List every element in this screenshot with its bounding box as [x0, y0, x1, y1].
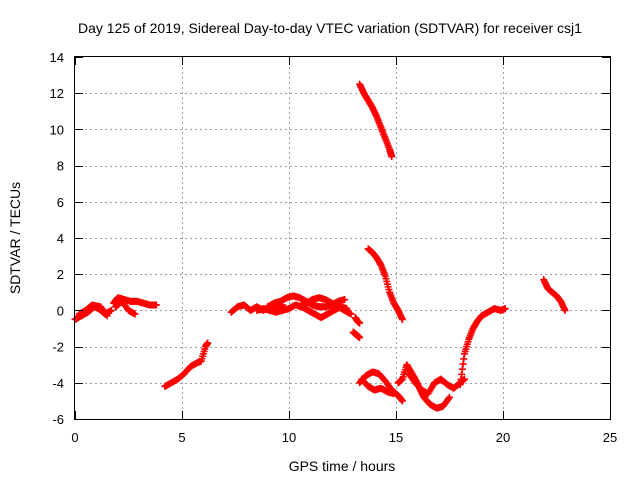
series-track-5 [161, 339, 212, 390]
data-point-marker [152, 301, 160, 309]
data-point-marker [131, 310, 139, 318]
y-tick-label: 10 [50, 122, 64, 137]
series-track-13 [364, 245, 406, 323]
y-axis-ticks: -6 -4 -2 0 2 4 6 8 10 12 14 [50, 50, 610, 427]
y-tick-label: -4 [52, 376, 64, 391]
x-axis-label: GPS time / hours [289, 458, 396, 474]
x-axis-ticks: 0 5 10 15 20 25 [71, 57, 617, 445]
plot-frame [74, 56, 611, 420]
data-point-marker [103, 312, 111, 320]
y-tick-label: -2 [52, 340, 64, 355]
x-tick-label: 0 [71, 430, 78, 445]
data-point-marker [388, 153, 396, 161]
y-tick-label: 6 [57, 195, 64, 210]
data-point-marker [444, 395, 452, 403]
series-track-2 [75, 301, 111, 320]
data-point-marker [398, 397, 406, 405]
data-point-marker [501, 305, 509, 313]
series-track-15 [358, 375, 398, 398]
data-point-marker [446, 393, 453, 401]
y-tick-label: 8 [57, 159, 64, 174]
series-track-12 [356, 80, 396, 161]
series-track-18 [456, 305, 509, 389]
data-point-marker [204, 339, 212, 347]
y-tick-label: 4 [57, 231, 64, 246]
y-tick-label: 12 [50, 86, 64, 101]
data-point-marker [107, 306, 115, 314]
series-track-4 [112, 297, 139, 318]
x-tick-label: 15 [389, 430, 403, 445]
series-track-9 [296, 294, 355, 318]
series-track-16 [394, 361, 453, 412]
data-point-marker [102, 310, 110, 318]
data-point-marker [356, 334, 364, 342]
x-tick-label: 20 [496, 430, 510, 445]
data-points [71, 80, 569, 412]
series-track-8 [253, 301, 351, 322]
grid-lines [75, 57, 610, 419]
data-point-marker [347, 310, 355, 318]
x-tick-label: 5 [178, 430, 185, 445]
series-track-11 [349, 328, 364, 342]
data-point-marker [561, 306, 569, 314]
series-track-3 [110, 294, 160, 309]
series-track-10 [351, 314, 364, 327]
data-point-marker [356, 319, 364, 327]
x-tick-label: 25 [603, 430, 617, 445]
data-point-marker [341, 296, 349, 304]
y-tick-label: 2 [57, 267, 64, 282]
data-point-marker [390, 390, 398, 398]
data-point-marker [398, 315, 406, 323]
chart-title: Day 125 of 2019, Sidereal Day-to-day VTE… [78, 20, 582, 36]
y-tick-label: -6 [52, 412, 64, 427]
x-tick-label: 10 [282, 430, 296, 445]
y-axis-label: SDTVAR / TECUs [7, 182, 23, 294]
y-tick-label: 14 [50, 50, 64, 65]
series-track-19 [540, 276, 569, 314]
y-tick-label: 0 [57, 303, 64, 318]
